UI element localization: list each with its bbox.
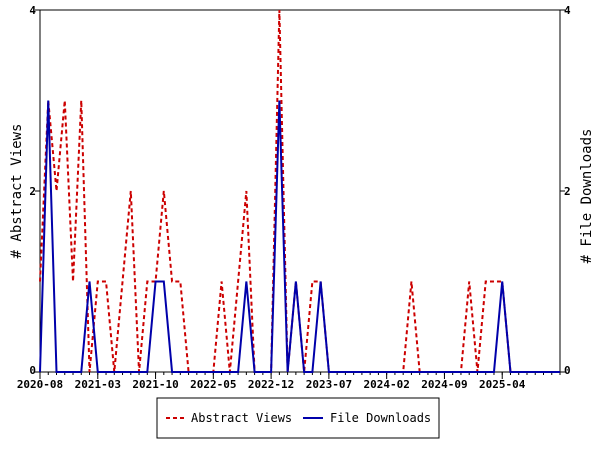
left-axis-title: # Abstract Views [9, 124, 25, 259]
x-tick-label: 2025-04 [479, 378, 526, 391]
x-tick-label: 2024-09 [421, 378, 467, 391]
y-left-tick-label: 4 [29, 4, 36, 17]
x-tick-label: 2023-07 [306, 378, 352, 391]
legend-box [156, 397, 440, 439]
x-tick-label: 2021-10 [132, 378, 178, 391]
x-tick-label: 2022-05 [190, 378, 236, 391]
x-tick-label: 2024-02 [363, 378, 409, 391]
x-tick-label: 2020-08 [17, 378, 63, 391]
y-left-tick-label: 0 [29, 364, 36, 377]
ticks-layer: 2020-08 2021-03 2021-10 2022-05 2022-12 2023-… [17, 4, 571, 391]
right-axis-title: # File Downloads [579, 129, 595, 264]
legend-label-abstract-views: Abstract Views [191, 411, 292, 425]
legend-label-file-downloads: File Downloads [330, 411, 431, 425]
y-left-tick-label: 2 [29, 185, 36, 198]
series-layer [39, 9, 561, 373]
y-right-tick-label: 2 [564, 185, 571, 198]
y-right-tick-label: 0 [564, 364, 571, 377]
x-tick-label: 2022-12 [248, 378, 294, 391]
series-line-file-downloads [39, 100, 560, 373]
y-right-tick-label: 4 [564, 4, 571, 17]
x-tick-label: 2021-03 [75, 378, 121, 391]
legend: Abstract Views File Downloads [156, 397, 440, 439]
